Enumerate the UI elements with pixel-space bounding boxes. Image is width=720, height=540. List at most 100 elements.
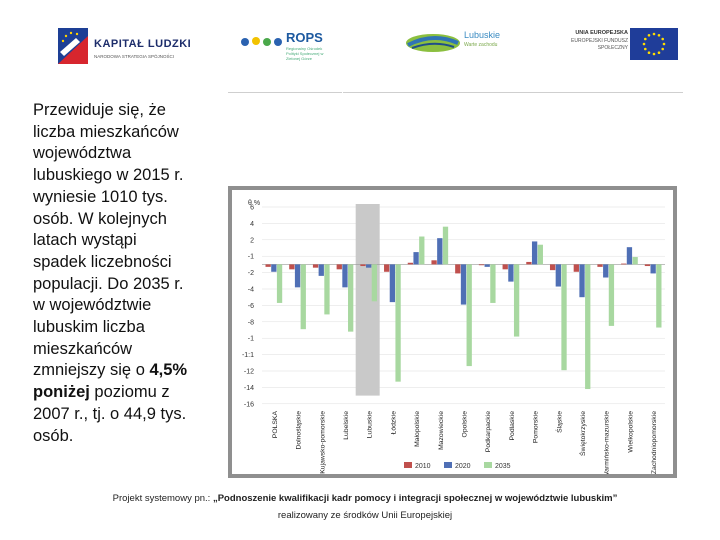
footer-line1-start: Projekt systemowy pn.:: [112, 493, 213, 504]
bar-2035-8: [466, 264, 472, 367]
y-tick-label: -1:1: [242, 352, 254, 359]
category-label: Zachodniopomorskie: [651, 411, 658, 474]
bar-2010-12: [549, 264, 556, 271]
bar-2010-11: [526, 261, 532, 265]
bar-2010-8: [455, 264, 461, 274]
bar-2010-4: [360, 264, 366, 267]
footer-line2: realizowany ze środków Unii Europejskiej: [277, 510, 453, 521]
category-label: Lubuskie: [367, 411, 374, 438]
bar-2020-13: [579, 264, 585, 298]
lubuskie-logo: Lubuskie Warte zachodu: [404, 28, 514, 64]
bar-2020-6: [413, 252, 419, 265]
category-label: Łódzkie: [390, 411, 397, 435]
bar-2035-4: [371, 264, 378, 302]
y-axis-label: θ %: [248, 200, 260, 207]
rops-people-icon: [241, 37, 282, 46]
bar-2020-5: [389, 264, 396, 303]
bar-2010-7: [431, 260, 437, 265]
legend-swatch-2010: [404, 462, 412, 468]
bar-2035-9: [490, 264, 496, 303]
bar-2035-14: [608, 264, 615, 326]
bar-2020-15: [626, 247, 633, 265]
bar-2020-10: [508, 264, 514, 282]
population-change-chart: θ %6 4 2 -1 -2 -4 -6 -8 -1 -1:1 -12 -14 -16 POLSKA Dol…: [242, 200, 665, 478]
footer-line1-bold: „Podnoszenie kwalifikacji kadr pomocy i …: [212, 493, 618, 504]
main-text-start: Przewiduje się, że liczba mieszkańców wo…: [33, 101, 184, 380]
bar-2010-10: [502, 264, 508, 270]
lubuskie-subtitle: Warte zachodu: [464, 42, 498, 48]
y-tick-label: -1: [248, 254, 254, 261]
kapital-ludzki-flag-icon: [58, 28, 88, 64]
legend-swatch-2035: [484, 462, 492, 468]
bar-2035-7: [442, 226, 449, 265]
bar-2010-2: [312, 264, 319, 268]
category-label: Kujawsko-pomorskie: [319, 411, 326, 474]
bar-2035-5: [395, 264, 401, 382]
bar-2010-9: [478, 264, 485, 266]
ue-subtitle: EUROPEJSKI FUNDUSZ SPOŁECZNY: [571, 38, 628, 51]
bar-2020-8: [460, 264, 467, 305]
bar-2010-0: [265, 264, 271, 267]
bar-2020-7: [437, 238, 443, 265]
bar-2010-15: [621, 263, 627, 265]
eu-flag-icon: [630, 28, 678, 60]
bar-2035-12: [561, 264, 567, 371]
bar-2020-1: [294, 264, 301, 288]
category-label: Śląskie: [554, 411, 563, 433]
bar-2035-11: [537, 244, 543, 265]
bar-2035-1: [300, 264, 306, 330]
lubuskie-title: Lubuskie: [464, 30, 501, 40]
divider-right: [343, 92, 683, 93]
y-tick-label: -2: [248, 270, 254, 277]
category-label: Warmińsko-mazurskie: [604, 411, 611, 474]
y-tick-label: 6: [250, 205, 254, 212]
footer-line1: Projekt systemowy pn.: „Podnoszenie kwal…: [80, 490, 650, 507]
chart-panel: θ % 6 4 2 -1 -2 -4 -6 -8 -1 -1:1 -12 -14 -16 POLSKA Dol…: [232, 190, 673, 478]
bar-2035-13: [585, 264, 591, 390]
bar-2020-9: [484, 264, 490, 267]
bar-2010-14: [597, 264, 603, 267]
bar-2010-5: [384, 264, 390, 272]
lubuskie-wave-icon: [406, 34, 460, 52]
category-label: Dolnośląskie: [296, 411, 303, 450]
main-paragraph: Przewiduje się, że liczba mieszkańców wo…: [33, 100, 193, 447]
bar-2010-6: [407, 262, 414, 265]
kapital-ludzki-subtitle: NARODOWA STRATEGIA SPÓJNOŚCI: [94, 54, 175, 59]
chart-frame: θ % 6 4 2 -1 -2 -4 -6 -8 -1 -1:1 -12 -14 -16 POLSKA Dol…: [228, 186, 677, 478]
bar-2020-2: [318, 264, 324, 276]
y-tick-label: -12: [244, 369, 254, 376]
y-tick-label: -8: [248, 319, 254, 326]
legend-label-2035: 2035: [495, 463, 511, 470]
category-label: POLSKA: [272, 411, 279, 439]
rops-title: ROPS: [286, 30, 323, 45]
bar-2020-12: [555, 264, 561, 287]
main-text-end: poziomu z 2007 r., tj. o 44,9 tys. osób.: [33, 383, 187, 445]
category-label: Mazowieckie: [438, 411, 445, 450]
kapital-ludzki-title: KAPITAŁ LUDZKI: [94, 38, 192, 50]
bar-2035-6: [419, 236, 425, 265]
category-label: Małopolskie: [414, 411, 421, 447]
category-label: Podlaskie: [509, 411, 516, 441]
logo-bar: KAPITAŁ LUDZKI NARODOWA STRATEGIA SPÓJNO…: [0, 0, 720, 92]
category-label: Podkarpackie: [485, 411, 492, 452]
y-tick-label: 4: [250, 221, 254, 228]
y-tick-label: 2: [250, 237, 254, 244]
ue-title: UNIA EUROPEJSKA: [575, 30, 628, 36]
category-label: Świętokrzyskie: [578, 411, 587, 456]
footer: Projekt systemowy pn.: „Podnoszenie kwal…: [80, 490, 650, 524]
bar-2020-4: [366, 264, 372, 268]
main-text-bold: 4,5% poniżej: [33, 361, 188, 402]
divider-left: [228, 92, 342, 93]
category-label: Lubelskie: [343, 411, 350, 440]
bar-2035-3: [348, 264, 354, 332]
category-label: Wielkopolskie: [627, 411, 634, 453]
kapital-ludzki-logo: KAPITAŁ LUDZKI NARODOWA STRATEGIA SPÓJNO…: [58, 24, 208, 68]
bar-2010-1: [289, 264, 295, 270]
y-tick-label: -6: [248, 303, 254, 310]
legend-label-2020: 2020: [455, 463, 471, 470]
bar-2010-3: [336, 264, 342, 270]
y-tick-label: -16: [244, 401, 254, 408]
legend-label-2010: 2010: [415, 463, 431, 470]
bar-2010-13: [573, 264, 579, 272]
rops-logo: ROPS Regionalny Ośrodek Polityki Społecz…: [240, 26, 340, 66]
